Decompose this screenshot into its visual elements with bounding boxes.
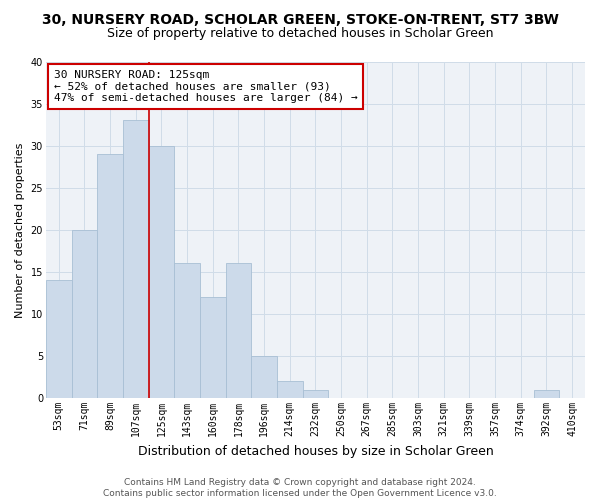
Bar	[226, 264, 251, 398]
Bar	[71, 230, 97, 398]
Bar	[302, 390, 328, 398]
Bar	[46, 280, 71, 398]
Bar	[174, 264, 200, 398]
Bar	[149, 146, 174, 398]
Text: Size of property relative to detached houses in Scholar Green: Size of property relative to detached ho…	[107, 28, 493, 40]
Bar	[533, 390, 559, 398]
Bar	[200, 297, 226, 398]
Bar	[277, 382, 302, 398]
Bar	[97, 154, 123, 398]
Y-axis label: Number of detached properties: Number of detached properties	[15, 142, 25, 318]
Bar	[123, 120, 149, 398]
Text: 30, NURSERY ROAD, SCHOLAR GREEN, STOKE-ON-TRENT, ST7 3BW: 30, NURSERY ROAD, SCHOLAR GREEN, STOKE-O…	[41, 12, 559, 26]
X-axis label: Distribution of detached houses by size in Scholar Green: Distribution of detached houses by size …	[137, 444, 493, 458]
Bar	[251, 356, 277, 398]
Text: Contains HM Land Registry data © Crown copyright and database right 2024.
Contai: Contains HM Land Registry data © Crown c…	[103, 478, 497, 498]
Text: 30 NURSERY ROAD: 125sqm
← 52% of detached houses are smaller (93)
47% of semi-de: 30 NURSERY ROAD: 125sqm ← 52% of detache…	[53, 70, 357, 103]
